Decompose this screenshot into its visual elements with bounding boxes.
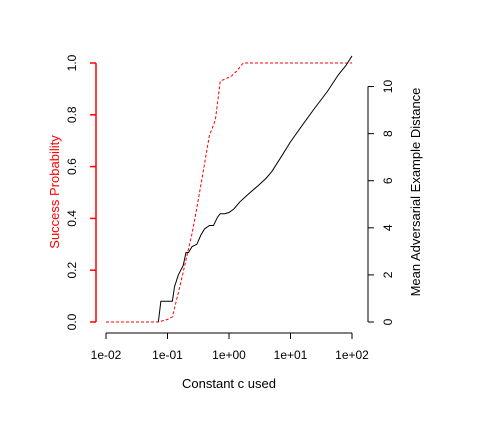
x-axis-title: Constant c used <box>182 376 276 391</box>
right-y-axis-title: Mean Adversarial Example Distance <box>408 88 423 297</box>
left-y-tick-label: 1.0 <box>65 54 79 71</box>
x-tick-label: 1e-02 <box>91 348 122 362</box>
right-y-tick-label: 6 <box>381 177 395 184</box>
left-y-tick-label: 0.6 <box>65 158 79 175</box>
left-y-axis-title: Success Probability <box>47 135 62 249</box>
left-y-tick-label: 0.2 <box>65 262 79 279</box>
x-tick-label: 1e-01 <box>152 348 183 362</box>
right-axis: 0 2 4 6 8 10 <box>367 80 395 325</box>
mean-distance-line <box>157 55 353 323</box>
right-y-tick-label: 0 <box>381 318 395 325</box>
left-y-tick-label: 0.8 <box>65 106 79 123</box>
x-tick-label: 1e+01 <box>274 348 308 362</box>
right-y-tick-label: 8 <box>381 130 395 137</box>
right-y-tick-label: 10 <box>381 80 395 94</box>
plot-area <box>106 55 353 323</box>
x-tick-label: 1e+00 <box>212 348 246 362</box>
success-probability-line <box>106 62 352 323</box>
right-y-tick-label: 2 <box>381 271 395 278</box>
left-y-tick-label: 0.0 <box>65 313 79 330</box>
x-tick-label: 1e+02 <box>335 348 369 362</box>
x-axis: 1e-02 1e-01 1e+00 1e+01 1e+02 <box>91 332 369 362</box>
right-y-tick-label: 4 <box>381 224 395 231</box>
left-axis: 0.0 0.2 0.4 0.6 0.8 1.0 <box>65 54 97 330</box>
left-y-tick-label: 0.4 <box>65 210 79 227</box>
